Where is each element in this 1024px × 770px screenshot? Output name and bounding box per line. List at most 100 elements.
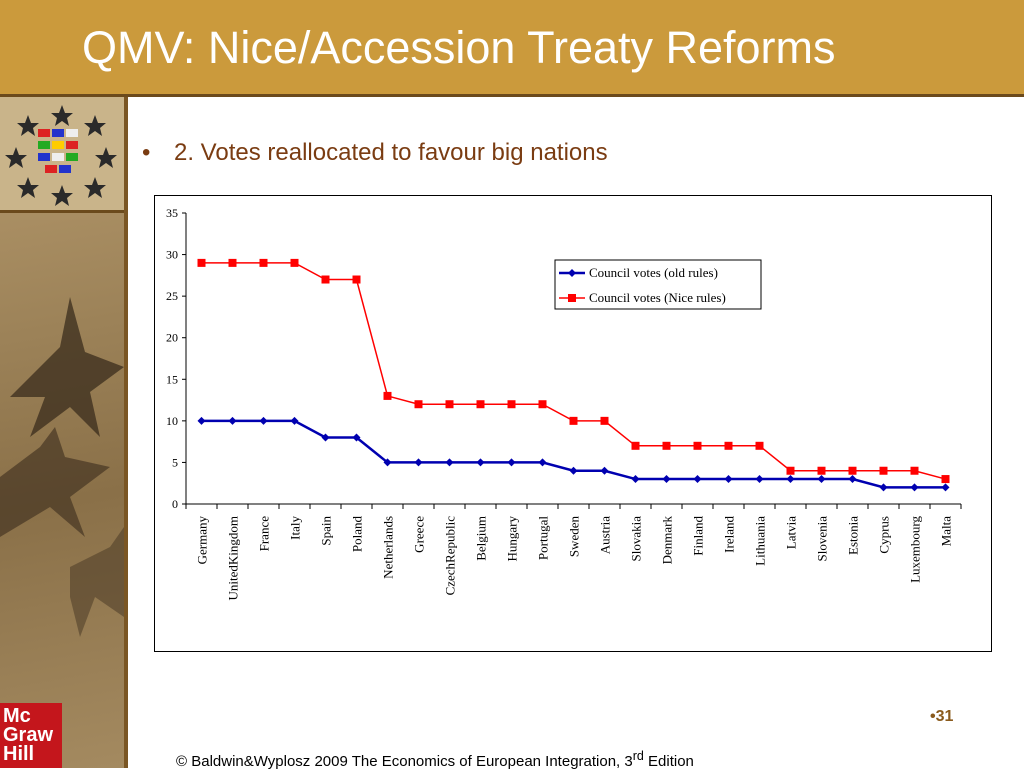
data-point [848,466,857,475]
data-point [321,433,330,442]
legend-label: Council votes (Nice rules) [589,290,726,305]
x-tick-label: Spain [319,516,334,546]
sand-starfish-image [0,297,124,637]
legend-label: Council votes (old rules) [589,265,718,280]
x-tick-label: Slovakia [629,516,644,562]
footer-sup: rd [632,749,644,763]
x-tick-label: Sweden [567,516,582,558]
data-point [197,416,206,425]
x-tick-label: Malta [939,516,954,547]
data-point [507,458,516,467]
x-tick-label: Finland [691,516,706,556]
data-point [817,466,826,475]
x-tick-label: France [257,516,272,552]
bullet-text: 2. Votes reallocated to favour big natio… [174,139,608,166]
data-point [538,458,547,467]
data-point [228,416,237,425]
title-divider [0,94,1024,97]
y-tick-label: 15 [166,372,178,386]
x-tick-label: Estonia [846,516,861,555]
data-point [600,416,609,425]
x-tick-label: CzechRepublic [443,516,458,596]
x-tick-label: Latvia [784,516,799,549]
legend-box [554,259,762,310]
data-point [910,466,919,475]
x-tick-label: Lithuania [753,516,768,566]
x-tick-label: Italy [288,516,303,540]
data-point [445,400,454,409]
data-point [197,258,206,267]
x-tick-label: Netherlands [381,516,396,579]
chart-frame: 0 5 10 15 20 25 30 35 Germany UnitedKingdom France… [154,195,992,652]
legend-marker [568,269,576,277]
y-tick-label: 25 [166,289,178,303]
x-tick-label: Poland [350,516,365,553]
data-point [848,475,857,484]
data-point [786,466,795,475]
y-tick-label: 30 [166,248,178,262]
data-point [476,400,485,409]
data-point [538,400,547,409]
data-point [662,475,671,484]
data-point [631,441,640,450]
x-tick-label: Luxembourg [908,516,923,583]
data-point [569,416,578,425]
x-tick-label: Germany [195,516,210,565]
data-point [383,391,392,400]
data-point [941,475,950,484]
data-point [755,475,764,484]
data-point [693,475,702,484]
data-point [228,258,237,267]
page-number: •31 [930,708,954,725]
x-tick-label: Greece [412,516,427,553]
data-point [693,441,702,450]
data-point [631,475,640,484]
bullet-marker: • [142,139,151,166]
y-tick-label: 0 [172,497,178,511]
logo-line: Mc [3,705,31,727]
x-tick-label: Ireland [722,516,737,553]
data-point [600,466,609,475]
x-tick-label: Portugal [536,516,551,560]
data-point [290,258,299,267]
eu-flags-image [0,97,124,213]
data-point [476,458,485,467]
data-point [724,475,733,484]
logo-line: Graw [3,724,54,746]
council-votes-chart: 0 5 10 15 20 25 30 35 Germany UnitedKingdom France… [166,206,962,601]
y-tick-label: 35 [166,206,178,220]
y-tick-label: 20 [166,331,178,345]
footer-text: © Baldwin&Wyplosz 2009 The Economics of … [176,753,633,770]
series-line [201,419,946,489]
slide-title: QMV: Nice/Accession Treaty Reforms [82,22,836,73]
data-point [383,458,392,467]
footer-end: Edition [643,753,694,770]
data-point [445,458,454,467]
legend-marker [568,294,576,302]
flag-circle-icon [5,105,117,206]
data-point [290,416,299,425]
data-point [414,458,423,467]
data-point [817,475,826,484]
data-point [507,400,516,409]
data-point [414,400,423,409]
x-tick-label: Belgium [474,516,489,561]
data-point [321,275,330,284]
x-tick-label: Hungary [505,516,520,562]
title-bar [0,0,1024,94]
data-point [352,433,361,442]
data-point [259,416,268,425]
data-point [941,483,950,492]
x-tick-label: UnitedKingdom [226,516,241,601]
y-tick-label: 10 [166,414,178,428]
x-tick-label: Slovenia [815,516,830,562]
data-point [662,441,671,450]
x-tick-label: Austria [598,516,613,555]
data-point [755,441,764,450]
data-point [352,275,361,284]
mcgraw-hill-logo: Mc Graw Hill [0,703,62,768]
y-tick-label: 5 [172,455,178,469]
data-point [569,466,578,475]
footer-copyright: © Baldwin&Wyplosz 2009 The Economics of … [176,749,694,770]
x-tick-label: Denmark [660,516,675,565]
